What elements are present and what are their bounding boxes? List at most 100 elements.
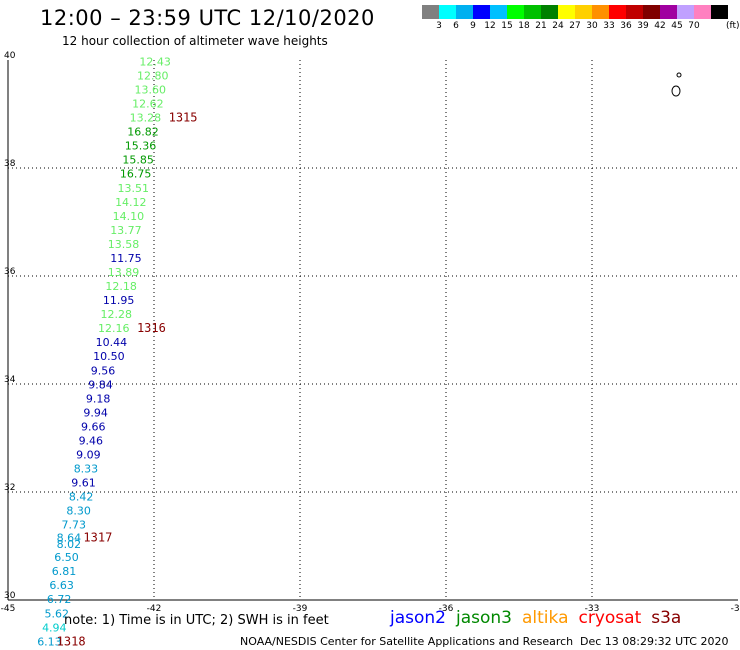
- y-tick-label: 40: [4, 51, 16, 61]
- x-tick-label: -39: [293, 604, 308, 614]
- wave-height-label: 9.94: [83, 406, 108, 419]
- satellite-legend: jason2 jason3 altika cryosat s3a: [390, 608, 691, 628]
- x-tick-label: -45: [1, 604, 16, 614]
- legend-label: 21: [535, 21, 547, 31]
- legend-label: 12: [484, 21, 496, 31]
- legend-swatch: [660, 5, 677, 19]
- legend-label: 6: [453, 21, 459, 31]
- wave-height-label: 6.63: [49, 579, 74, 592]
- legend-swatch: [609, 5, 626, 19]
- legend-swatch: [422, 5, 439, 19]
- wave-height-label: 9.66: [81, 420, 106, 433]
- wave-height-label: 6.50: [54, 551, 79, 564]
- wave-height-label: 13.89: [108, 266, 139, 279]
- legend-swatch: [694, 5, 711, 19]
- y-tick-label: 36: [4, 267, 16, 277]
- wave-height-label: 6.13: [37, 635, 62, 648]
- legend-swatch: [558, 5, 575, 19]
- wave-height-label: 15.85: [122, 154, 154, 167]
- wave-height-label: 6.81: [52, 565, 77, 578]
- footer-note: note: 1) Time is in UTC; 2) SWH is in fe…: [64, 613, 329, 628]
- wave-height-label: 9.56: [91, 364, 116, 377]
- time-marker: 1316: [137, 321, 166, 335]
- legend-swatch: [473, 5, 490, 19]
- wave-height-label: 14.12: [115, 196, 147, 209]
- wave-height-label: 12.43: [139, 55, 171, 68]
- wave-height-label: 8.30: [66, 505, 91, 518]
- island-outline: [671, 85, 681, 97]
- wave-height-label: 13.51: [118, 182, 150, 195]
- satellite-s3a: s3a: [651, 608, 682, 628]
- wave-height-label: 8.33: [74, 463, 99, 476]
- wave-height-label: 7.73: [62, 519, 87, 532]
- legend-swatch: [626, 5, 643, 19]
- legend-swatch: [524, 5, 541, 19]
- wave-height-label: 8.64: [57, 532, 82, 545]
- legend-label: 15: [501, 21, 513, 31]
- wave-height-label: 9.09: [76, 449, 101, 462]
- legend-label: 9: [470, 21, 476, 31]
- wave-height-label: 5.62: [45, 607, 70, 620]
- wave-height-label: 6.72: [47, 593, 72, 606]
- legend-label: 42: [654, 21, 666, 31]
- x-tick-label: -30: [731, 604, 740, 614]
- legend-label: 39: [637, 21, 649, 31]
- legend-label: 3: [436, 21, 442, 31]
- y-tick-label: 32: [4, 483, 15, 493]
- legend-swatch: [439, 5, 456, 19]
- wave-height-label: 13.77: [110, 224, 142, 237]
- legend-swatch: [456, 5, 473, 19]
- y-tick-label: 30: [4, 591, 16, 601]
- x-tick-label: -33: [585, 604, 600, 614]
- wave-height-label: 9.61: [71, 477, 96, 490]
- wave-height-label: 15.36: [125, 140, 157, 153]
- wave-height-label: 12.80: [137, 69, 169, 82]
- wave-height-label: 9.84: [88, 378, 113, 391]
- legend-unit: (ft): [726, 21, 740, 31]
- wave-height-label: 10.50: [93, 350, 125, 363]
- wave-height-label: 13.28: [130, 112, 162, 125]
- time-marker: 1315: [169, 111, 198, 125]
- wave-height-label: 16.75: [120, 168, 152, 181]
- y-tick-label: 38: [4, 159, 16, 169]
- legend-swatches: [422, 5, 728, 19]
- legend-swatch: [575, 5, 592, 19]
- color-legend: (ft) 3 6 9 12 15 18 21 24 27 30 33 36 39 42 45 70: [422, 5, 740, 33]
- satellite-altika: altika: [522, 608, 569, 628]
- legend-label: 33: [603, 21, 615, 31]
- legend-swatch: [541, 5, 558, 19]
- wave-height-label: 12.62: [132, 98, 164, 111]
- legend-label: 70: [688, 21, 700, 31]
- page-title: 12:00 – 23:59 UTC 12/10/2020: [40, 6, 375, 30]
- island-outline: [676, 72, 682, 78]
- time-marker: 1318: [57, 634, 86, 648]
- wave-height-label: 13.60: [135, 83, 167, 96]
- wave-height-label: 14.10: [113, 210, 145, 223]
- page-subtitle: 12 hour collection of altimeter wave hei…: [62, 34, 328, 48]
- footer-credit: NOAA/NESDIS Center for Satellite Applica…: [240, 635, 574, 648]
- legend-label: 30: [586, 21, 598, 31]
- x-tick-label: -42: [147, 604, 162, 614]
- wave-height-label: 11.75: [110, 252, 142, 265]
- wave-height-label: 4.94: [42, 621, 67, 634]
- legend-label: 24: [552, 21, 564, 31]
- legend-swatch: [507, 5, 524, 19]
- wave-height-label: 12.18: [105, 280, 137, 293]
- legend-label: 27: [569, 21, 581, 31]
- legend-swatch: [490, 5, 507, 19]
- wave-height-label: 12.28: [100, 308, 132, 321]
- legend-labels: (ft) 3 6 9 12 15 18 21 24 27 30 33 36 39 42 45 70: [422, 19, 739, 33]
- legend-swatch: [677, 5, 694, 19]
- time-marker: 1317: [83, 531, 112, 545]
- footer-generated: Dec 13 08:29:32 UTC 2020: [580, 635, 729, 648]
- satellite-cryosat: cryosat: [578, 608, 642, 628]
- legend-label: 36: [620, 21, 632, 31]
- wave-height-label: 13.58: [108, 238, 139, 251]
- wave-height-label: 16.82: [127, 126, 159, 139]
- legend-swatch: [592, 5, 609, 19]
- wave-height-label: 9.46: [79, 434, 104, 447]
- satellite-jason3: jason3: [456, 608, 512, 628]
- legend-swatch: [711, 5, 728, 19]
- legend-label: 18: [518, 21, 530, 31]
